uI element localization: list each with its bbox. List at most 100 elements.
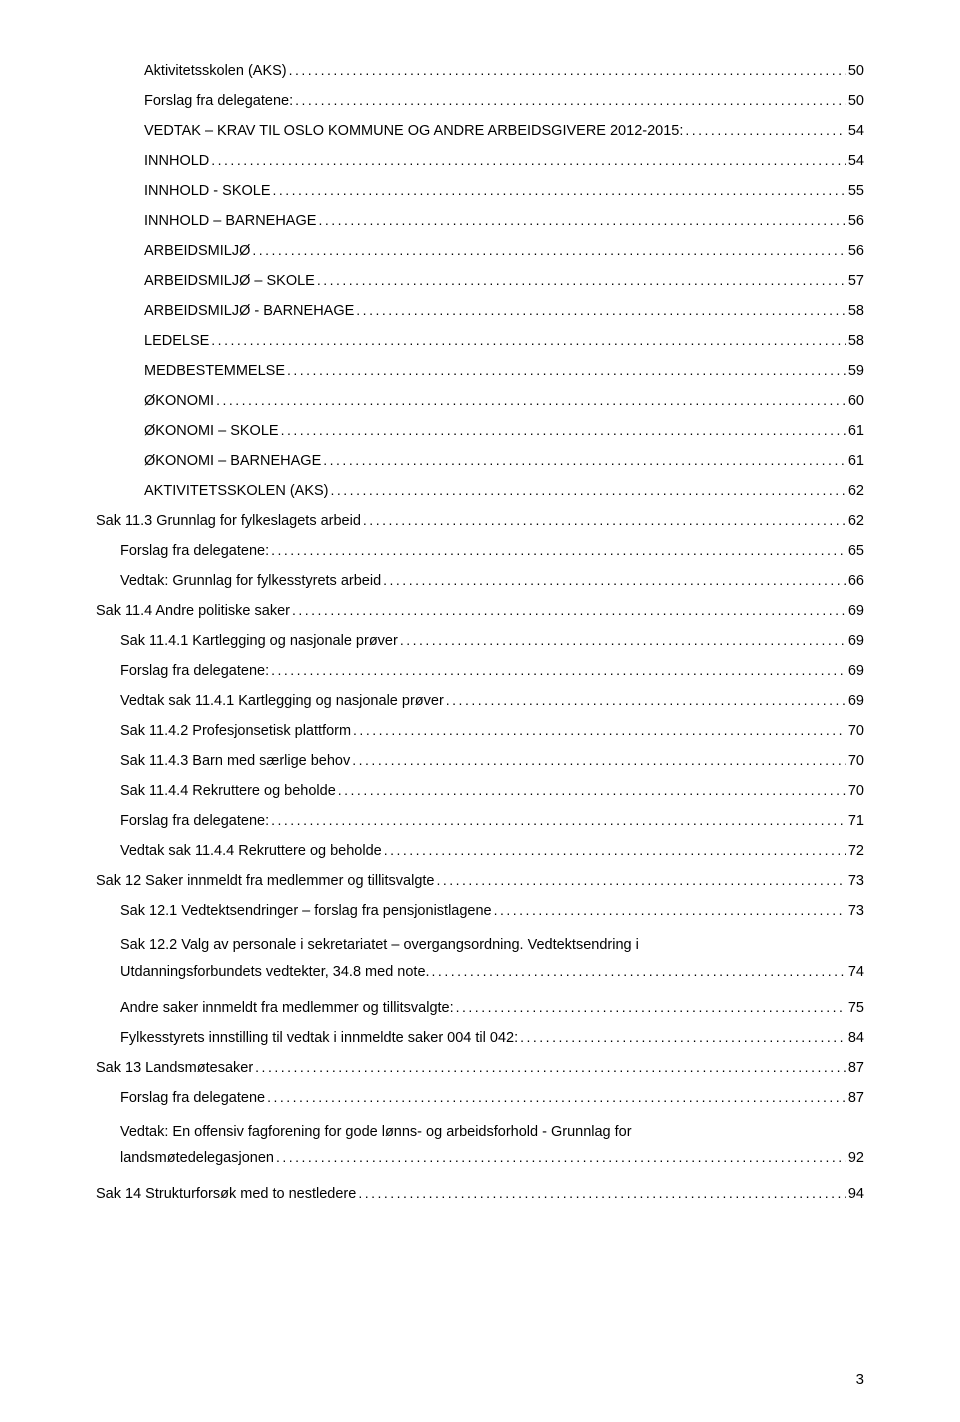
toc-entry: Sak 12.1 Vedtektsendringer – forslag fra… [96,902,864,919]
toc-entry-page: 71 [848,813,864,829]
toc-leader-dots [363,512,846,528]
toc-entry-page: 58 [848,303,864,319]
toc-entry: Sak 11.4.1 Kartlegging og nasjonale prøv… [96,632,864,649]
toc-entry-text: landsmøtedelegasjonen [120,1145,274,1172]
toc-entry: Aktivitetsskolen (AKS)50 [96,62,864,79]
toc-leader-dots [331,482,846,498]
toc-leader-dots [338,782,846,798]
toc-entry-page: 54 [848,123,864,139]
toc-entry-text: MEDBESTEMMELSE [144,363,285,379]
toc-entry-text: Aktivitetsskolen (AKS) [144,63,287,79]
toc-entry: Sak 11.4.4 Rekruttere og beholde70 [96,782,864,799]
document-page: Aktivitetsskolen (AKS)50 Forslag fra dele… [0,0,960,1422]
toc-entry-text: Andre saker innmeldt fra medlemmer og ti… [120,1000,454,1016]
toc-entry-text: Sak 12.2 Valg av personale i sekretariat… [120,932,864,959]
toc-leader-dots [255,1059,846,1075]
toc-entry-page: 70 [848,783,864,799]
toc-entry-page: 61 [848,423,864,439]
toc-entry-page: 55 [848,183,864,199]
toc-entry: ARBEIDSMILJØ56 [96,242,864,259]
toc-entry-page: 73 [848,873,864,889]
toc-leader-dots [456,999,846,1015]
toc-entry: Vedtak sak 11.4.4 Rekruttere og beholde 7… [96,842,864,859]
toc-entry-text: INNHOLD [144,153,209,169]
toc-entry-text: INNHOLD - SKOLE [144,183,271,199]
toc-entry-text: ARBEIDSMILJØ – SKOLE [144,273,315,289]
toc-leader-dots [211,152,846,168]
toc-leader-dots [520,1029,846,1045]
toc-entry: Sak 11.3 Grunnlag for fylkeslagets arbei… [96,512,864,529]
toc-entry: ARBEIDSMILJØ - BARNEHAGE58 [96,302,864,319]
toc-entry-page: 75 [848,1000,864,1016]
toc-entry: AKTIVITETSSKOLEN (AKS)62 [96,482,864,499]
toc-entry-text: ØKONOMI – SKOLE [144,423,279,439]
toc-entry-text: Sak 12 Saker innmeldt fra medlemmer og t… [96,873,434,889]
toc-entry-page: 62 [848,483,864,499]
toc-leader-dots [292,602,846,618]
toc-leader-dots [317,272,846,288]
toc-entry-page: 87 [848,1090,864,1106]
toc-leader-dots [400,632,846,648]
toc-entry: Forslag fra delegatene:65 [96,542,864,559]
toc-leader-dots [323,452,846,468]
toc-entry-text: LEDELSE [144,333,209,349]
toc-entry-text: Sak 11.4.2 Profesjonsetisk plattform [120,723,351,739]
toc-entry-page: 74 [848,959,864,986]
toc-entry-text: Forslag fra delegatene: [120,663,269,679]
toc-entry-text: Vedtak sak 11.4.1 Kartlegging og nasjona… [120,693,444,709]
toc-entry: ARBEIDSMILJØ – SKOLE57 [96,272,864,289]
toc-entry-text: ØKONOMI [144,393,214,409]
toc-entry-text: Sak 13 Landsmøtesaker [96,1060,253,1076]
toc-entry-page: 84 [848,1030,864,1046]
toc-entry: Andre saker innmeldt fra medlemmer og ti… [96,999,864,1016]
toc-entry-page: 54 [848,153,864,169]
toc-entry-page: 62 [848,513,864,529]
toc-leader-dots [353,722,846,738]
toc-entry-continuation: landsmøtedelegasjonen 92 [120,1145,864,1172]
toc-entry-page: 87 [848,1060,864,1076]
toc-leader-dots [356,302,846,318]
toc-entry-text: Sak 12.1 Vedtektsendringer – forslag fra… [120,903,492,919]
toc-leader-dots [384,842,846,858]
toc-entry: Sak 14 Strukturforsøk med to nestledere9… [96,1185,864,1202]
toc-leader-dots [267,1089,846,1105]
toc-entry-text: Vedtak sak 11.4.4 Rekruttere og beholde [120,843,382,859]
toc-entry-text: Forslag fra delegatene [120,1090,265,1106]
toc-entry-text: Utdanningsforbundets vedtekter, 34.8 med… [120,959,430,986]
toc-entry-text: Sak 11.4.1 Kartlegging og nasjonale prøv… [120,633,398,649]
toc-leader-dots [358,1185,846,1201]
toc-entry: Vedtak sak 11.4.1 Kartlegging og nasjona… [96,692,864,709]
toc-entry: Sak 11.4 Andre politiske saker69 [96,602,864,619]
toc-entry-page: 60 [848,393,864,409]
toc-entry: Sak 11.4.2 Profesjonsetisk plattform 70 [96,722,864,739]
toc-entry-page: 73 [848,903,864,919]
toc-leader-dots [318,212,845,228]
toc-entry-page: 69 [848,603,864,619]
toc-entry: Forslag fra delegatene:50 [96,92,864,109]
table-of-contents: Aktivitetsskolen (AKS)50 Forslag fra dele… [96,62,864,1202]
toc-entry-text: Vedtak: Grunnlag for fylkesstyrets arbei… [120,573,381,589]
toc-entry: Sak 12 Saker innmeldt fra medlemmer og t… [96,872,864,889]
toc-entry: Forslag fra delegatene:71 [96,812,864,829]
toc-leader-dots [276,1145,846,1171]
toc-leader-dots [685,122,845,138]
toc-entry: LEDELSE58 [96,332,864,349]
toc-entry-page: 56 [848,243,864,259]
toc-entry: Forslag fra delegatene:69 [96,662,864,679]
toc-entry-text: Sak 14 Strukturforsøk med to nestledere [96,1186,356,1202]
toc-entry-multiline: Sak 12.2 Valg av personale i sekretariat… [96,932,864,986]
toc-leader-dots [211,332,846,348]
toc-entry: Vedtak: Grunnlag for fylkesstyrets arbei… [96,572,864,589]
toc-entry-text: Fylkesstyrets innstilling til vedtak i i… [120,1030,518,1046]
toc-entry-text: Forslag fra delegatene: [144,93,293,109]
toc-leader-dots [273,182,846,198]
toc-entry-page: 72 [848,843,864,859]
toc-entry: INNHOLD 54 [96,152,864,169]
toc-leader-dots [216,392,846,408]
toc-entry-text: Sak 11.4.3 Barn med særlige behov [120,753,350,769]
toc-entry-text: Vedtak: En offensiv fagforening for gode… [120,1119,864,1146]
toc-entry-page: 70 [848,723,864,739]
toc-entry-text: ØKONOMI – BARNEHAGE [144,453,321,469]
toc-leader-dots [494,902,846,918]
toc-entry-page: 92 [848,1145,864,1172]
